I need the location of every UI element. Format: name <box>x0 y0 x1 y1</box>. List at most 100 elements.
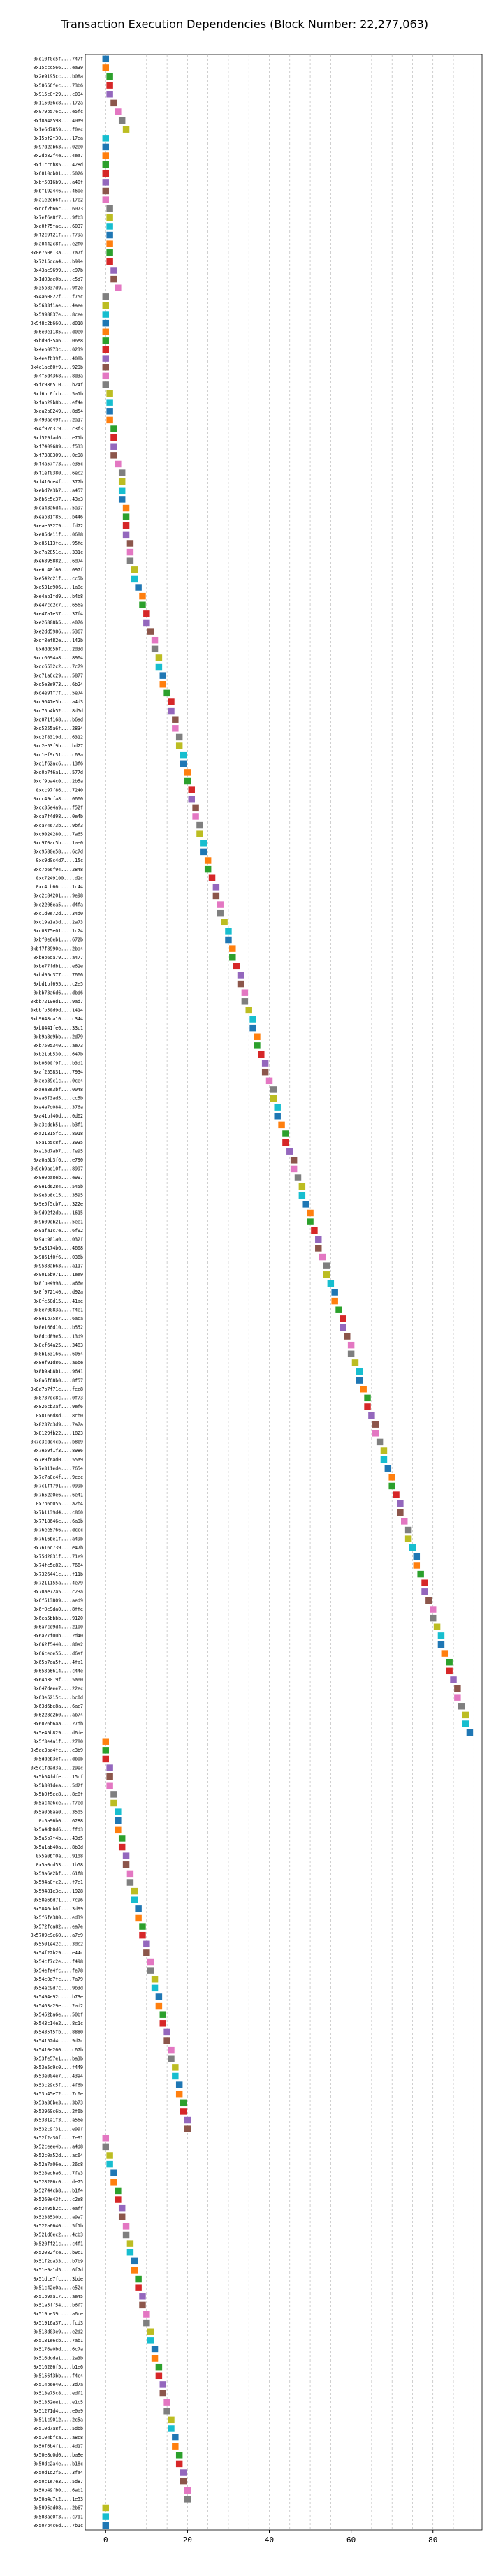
y-tick-label: 0x510d7a8f....5dbb <box>34 2426 83 2431</box>
data-point <box>115 284 122 291</box>
data-point <box>102 346 110 353</box>
data-point <box>122 1861 130 1868</box>
data-point <box>143 1940 150 1948</box>
data-point <box>151 1984 159 1992</box>
y-tick-label: 0x59a6e2bf....61f8 <box>34 1871 83 1877</box>
data-point <box>286 1148 293 1155</box>
data-point <box>249 1016 256 1023</box>
y-tick-label: 0xe47cc2c7....656a <box>34 602 83 608</box>
y-tick-label: 0xea2b8249....8d54 <box>34 409 83 414</box>
y-tick-label: 0x8166d8d....8cb0 <box>36 1413 84 1419</box>
data-point <box>106 408 113 415</box>
data-point <box>147 1958 154 1966</box>
data-point <box>454 1694 461 1701</box>
data-point <box>106 240 113 247</box>
y-tick-label: 0x8b153166....6054 <box>34 1351 83 1356</box>
y-tick-label: 0xaa6f3ad5....cc5b <box>34 1096 83 1102</box>
data-point <box>122 1852 130 1859</box>
data-point <box>159 2011 166 2018</box>
data-point <box>159 2381 166 2388</box>
y-tick-label: 0xe85113fe....95fe <box>34 541 83 546</box>
y-tick-label: 0x520ff21c....c4f1 <box>34 2241 83 2246</box>
data-point <box>172 2064 179 2071</box>
data-point <box>302 1201 309 1208</box>
data-point <box>184 2125 191 2132</box>
y-tick-label: 0x658b6614....c44e <box>34 1669 83 1674</box>
data-point <box>241 998 249 1005</box>
y-tick-label: 0x53e004e7....43a4 <box>34 2074 83 2079</box>
y-tick-label: 0xd5e3e973....6b24 <box>34 682 83 687</box>
data-point <box>237 980 245 988</box>
y-tick-label: 0x5709e9e60....a7e9 <box>31 1933 83 1938</box>
data-point <box>388 1474 395 1481</box>
y-tick-label: 0x5501e42c....3dc2 <box>34 1941 83 1947</box>
data-point <box>188 795 195 803</box>
y-tick-label: 0xaeb39c1c....0ce4 <box>34 1078 83 1084</box>
y-tick-label: 0x9d92f2db....1615 <box>34 1210 83 1216</box>
y-tick-label: 0x8e1b7587....6aca <box>34 1316 83 1322</box>
data-point <box>388 1482 395 1490</box>
y-tick-label: 0x8fbe4998....a66e <box>34 1281 83 1287</box>
y-tick-label: 0x8737dc8c....0f73 <box>34 1396 83 1401</box>
y-tick-label: 0x521d6ec2....4cb3 <box>34 2232 83 2238</box>
y-tick-label: 0x5b301dea....5d2f <box>34 1783 83 1788</box>
data-point <box>168 2425 175 2432</box>
data-point <box>102 355 110 362</box>
y-tick-label: 0x50f6b4f1....4d17 <box>34 2443 83 2449</box>
y-tick-label: 0x53960c6b....2f6b <box>34 2109 83 2114</box>
data-point <box>249 1024 256 1032</box>
y-tick-label: 0x51271d4c....e0a9 <box>34 2408 83 2414</box>
y-tick-label: 0x5260e43f....c2e8 <box>34 2197 83 2202</box>
data-point <box>344 1333 351 1340</box>
y-tick-label: 0xdddd5bf....2d3d <box>36 647 84 652</box>
y-tick-label: 0xbeb6da79....a477 <box>34 955 83 960</box>
y-tick-label: 0x6f0e9da0....8ffe <box>34 1607 83 1612</box>
data-point <box>364 1394 371 1402</box>
x-tick-label: 60 <box>346 2535 356 2545</box>
data-point <box>110 434 117 441</box>
y-tick-label: 0x52744cb8....b1f4 <box>34 2188 83 2194</box>
y-tick-label: 0x8b9ab8b1....9641 <box>34 1369 83 1375</box>
y-tick-label: 0xa3cddb51....b3f1 <box>34 1122 83 1128</box>
x-tick-label: 40 <box>265 2535 274 2545</box>
data-point <box>172 2443 179 2450</box>
data-point <box>102 55 110 63</box>
data-point <box>102 381 110 388</box>
y-tick-label: 0x513e75c8....edf1 <box>34 2391 83 2396</box>
plot-area: 0 20 40 60 80 0xd10f0c5f....747f 0x15ccc566...… <box>31 54 483 2545</box>
y-tick-label: 0x51916a37....fcd3 <box>34 2320 83 2326</box>
y-tick-label: 0x7616be1f....a49b <box>34 1536 83 1542</box>
y-tick-label: 0x647deee7....22ec <box>34 1686 83 1692</box>
data-point <box>155 1993 163 2000</box>
y-tick-label: 0x76ee5766....dccc <box>34 1528 83 1533</box>
data-point <box>307 1209 314 1217</box>
data-point <box>126 557 134 564</box>
y-tick-label: 0x7c1ff791....099b <box>34 1484 83 1489</box>
data-point <box>131 2267 138 2274</box>
y-tick-label: 0x9e3b8c15....3595 <box>34 1192 83 1198</box>
y-tick-label: 0xe26808b5....e076 <box>34 620 83 626</box>
data-point <box>192 813 199 820</box>
data-point <box>115 2196 122 2203</box>
data-point <box>147 1967 154 1974</box>
data-point <box>421 1588 428 1595</box>
data-point <box>425 1597 432 1604</box>
y-tick-label: 0xbb7219ed1....9ad7 <box>31 999 83 1004</box>
y-tick-label: 0x8e166d10....b552 <box>34 1325 83 1331</box>
data-point <box>110 275 117 283</box>
y-tick-label: 0x662f5440....80a2 <box>34 1642 83 1648</box>
data-point <box>225 936 232 944</box>
data-point <box>106 205 113 212</box>
data-point <box>175 2460 183 2468</box>
data-point <box>110 2179 117 2186</box>
y-tick-label: 0x7e3cdd4cb....b8b9 <box>31 1440 83 1445</box>
y-tick-label: 0xc970ac5b....1ae0 <box>34 840 83 846</box>
data-point <box>102 328 110 336</box>
data-point <box>323 1262 330 1269</box>
y-tick-label: 0x54f22b29....e44c <box>34 1950 83 1956</box>
y-tick-label: 0xd75b4b52....8d5d <box>34 708 83 714</box>
y-tick-label: 0x5ee3ba4fc....e3b9 <box>31 1748 83 1753</box>
data-point <box>163 2399 170 2406</box>
data-point <box>102 196 110 203</box>
y-tick-label: 0x0e750e13a....7a7f <box>31 250 83 256</box>
